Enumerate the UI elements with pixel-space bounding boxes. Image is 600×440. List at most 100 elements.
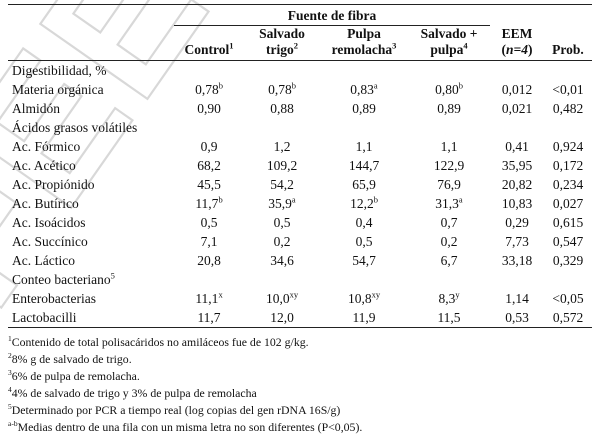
table-cell: 11,9 [320, 308, 408, 328]
col-header-prob: Prob. [552, 42, 584, 57]
table-cell: 0,53 [490, 308, 544, 328]
table-cell: 0,172 [552, 158, 584, 173]
table-cell: 35,9a [268, 194, 296, 211]
table-cell: 0,41 [505, 139, 529, 154]
footnotes: 1Contenido de total polisacáridos no ami… [8, 334, 592, 436]
table-cell: 0,027 [552, 196, 584, 211]
table-cell: 0,4 [355, 215, 373, 230]
table-cell: 1,14 [505, 291, 529, 306]
table-cell: 10,83 [501, 196, 533, 211]
table-cell: 76,9 [437, 177, 461, 192]
row-label: Enterobacterias [12, 291, 96, 306]
table-cell: 20,82 [501, 177, 533, 192]
table-cell: <0,01 [552, 82, 584, 97]
table-cell: 0,78b [195, 80, 223, 97]
table-cell: 0,9 [200, 139, 218, 154]
table-row: Ac. Fórmico 0,9 1,2 1,1 1,1 0,41 0,924 [8, 137, 592, 156]
row-label: Ac. Isoácidos [12, 215, 86, 230]
section-title: Ácidos grasos volátiles [12, 120, 138, 135]
table-cell: 11,7b [195, 194, 223, 211]
table-cell: 11,5 [408, 308, 490, 328]
row-label: Lactobacilli [8, 308, 174, 328]
table-cell: 144,7 [348, 158, 380, 173]
table-cell: 0,924 [552, 139, 584, 154]
table-cell: 1,1 [440, 139, 458, 154]
table-cell: 0,572 [544, 308, 592, 328]
section-title: Digestibilidad, % [12, 63, 107, 78]
table-cell: 45,5 [197, 177, 221, 192]
table-row: Ac. Propiónido 45,5 54,2 65,9 76,9 20,82 0,234 [8, 175, 592, 194]
table-cell: 65,9 [352, 177, 376, 192]
table-cell: 0,7 [440, 215, 458, 230]
footnote: 1Contenido de total polisacáridos no ami… [8, 334, 309, 349]
table-cell: 10,8xy [347, 289, 381, 306]
column-header-row: Control1 Salvado trigo2 Pulpa remolacha3 S… [8, 26, 592, 61]
group-header-row: Fuente de fibra [8, 4, 592, 26]
table-row: Almidón 0,90 0,88 0,89 0,89 0,021 0,482 [8, 99, 592, 118]
footnote: 36% de pulpa de remolacha. [8, 368, 140, 383]
footnote: 44% de salvado de trigo y 3% de pulpa de… [8, 385, 257, 400]
table-cell: 35,95 [501, 158, 533, 173]
table-cell: 0,80b [435, 80, 463, 97]
footnote: a-bMedias dentro de una fila con un mism… [8, 419, 363, 434]
section-header-row: Ácidos grasos volátiles [8, 118, 592, 137]
table-cell: 0,90 [197, 101, 221, 116]
row-label: Materia orgánica [12, 82, 104, 97]
table-cell: 0,29 [505, 215, 529, 230]
table-cell: 12,0 [244, 308, 320, 328]
table-cell: 0,83a [350, 80, 378, 97]
table-body: Digestibilidad, % Materia orgánica 0,78b 0,… [8, 61, 592, 328]
table-cell: 54,7 [352, 253, 376, 268]
table-row: Ac. Succínico 7,1 0,2 0,5 0,2 7,73 0,547 [8, 232, 592, 251]
section-title: Conteo bacteriano5 [12, 270, 115, 287]
row-label: Ac. Láctico [12, 253, 75, 268]
row-label: Ac. Fórmico [12, 139, 81, 154]
table-row: Materia orgánica 0,78b 0,78b 0,83a 0,80b 0,01… [8, 80, 592, 99]
table-cell: 20,8 [197, 253, 221, 268]
row-label: Ac. Butírico [12, 196, 79, 211]
table-cell: 0,615 [552, 215, 584, 230]
table-cell: 7,1 [200, 234, 218, 249]
footnote: 28% g de salvado de trigo. [8, 351, 132, 366]
table-cell: 0,012 [501, 82, 533, 97]
table-cell: 68,2 [197, 158, 221, 173]
table-cell: 0,021 [501, 101, 533, 116]
table-cell: 11,1x [195, 289, 223, 306]
table-cell: 0,5 [200, 215, 218, 230]
col-header-salvado-trigo: Salvado trigo2 [259, 26, 305, 57]
table-cell: 6,7 [440, 253, 458, 268]
table-cell: 0,89 [437, 101, 461, 116]
section-header-row: Digestibilidad, % [8, 61, 592, 81]
table-cell: 34,6 [270, 253, 294, 268]
col-header-control: Control1 [184, 40, 234, 57]
table-cell: 0,234 [552, 177, 584, 192]
table-cell: 7,73 [505, 234, 529, 249]
table-cell: 109,2 [266, 158, 298, 173]
table-cell: 0,547 [552, 234, 584, 249]
fiber-source-table: Fuente de fibra Control1 Salvado trigo2 P… [8, 4, 592, 328]
table-cell: 1,1 [355, 139, 373, 154]
table-row: Ac. Isoácidos 0,5 0,5 0,4 0,7 0,29 0,615 [8, 213, 592, 232]
table-cell: 1,2 [273, 139, 291, 154]
group-header: Fuente de fibra [174, 4, 490, 26]
table-cell: 0,5 [355, 234, 373, 249]
table-row: Ac. Butírico 11,7b 35,9a 12,2b 31,3a 10,83 0,0… [8, 194, 592, 213]
table-container: Fuente de fibra Control1 Salvado trigo2 P… [8, 4, 592, 436]
table-cell: 0,482 [552, 101, 584, 116]
col-header-salvado-pulpa: Salvado + pulpa4 [420, 26, 478, 57]
table-row: Lactobacilli 11,7 12,0 11,9 11,5 0,53 0,572 [8, 308, 592, 328]
table-cell: 0,329 [552, 253, 584, 268]
row-label: Ac. Acético [12, 158, 76, 173]
table-cell: 122,9 [433, 158, 465, 173]
row-label: Ac. Propiónido [12, 177, 95, 192]
table-cell: 8,3y [438, 289, 460, 306]
table-cell: 0,89 [352, 101, 376, 116]
table-cell: 33,18 [501, 253, 533, 268]
table-cell: 0,2 [440, 234, 458, 249]
table-row: Enterobacterias 11,1x 10,0xy 10,8xy 8,3y 1,14… [8, 289, 592, 308]
table-row: Ac. Láctico 20,8 34,6 54,7 6,7 33,18 0,329 [8, 251, 592, 270]
footnote: 5Determinado por PCR a tiempo real (log … [8, 402, 341, 417]
table-cell: 0,78b [268, 80, 296, 97]
table-cell: 0,5 [273, 215, 291, 230]
col-header-pulpa-remolacha: Pulpa remolacha3 [331, 26, 397, 57]
